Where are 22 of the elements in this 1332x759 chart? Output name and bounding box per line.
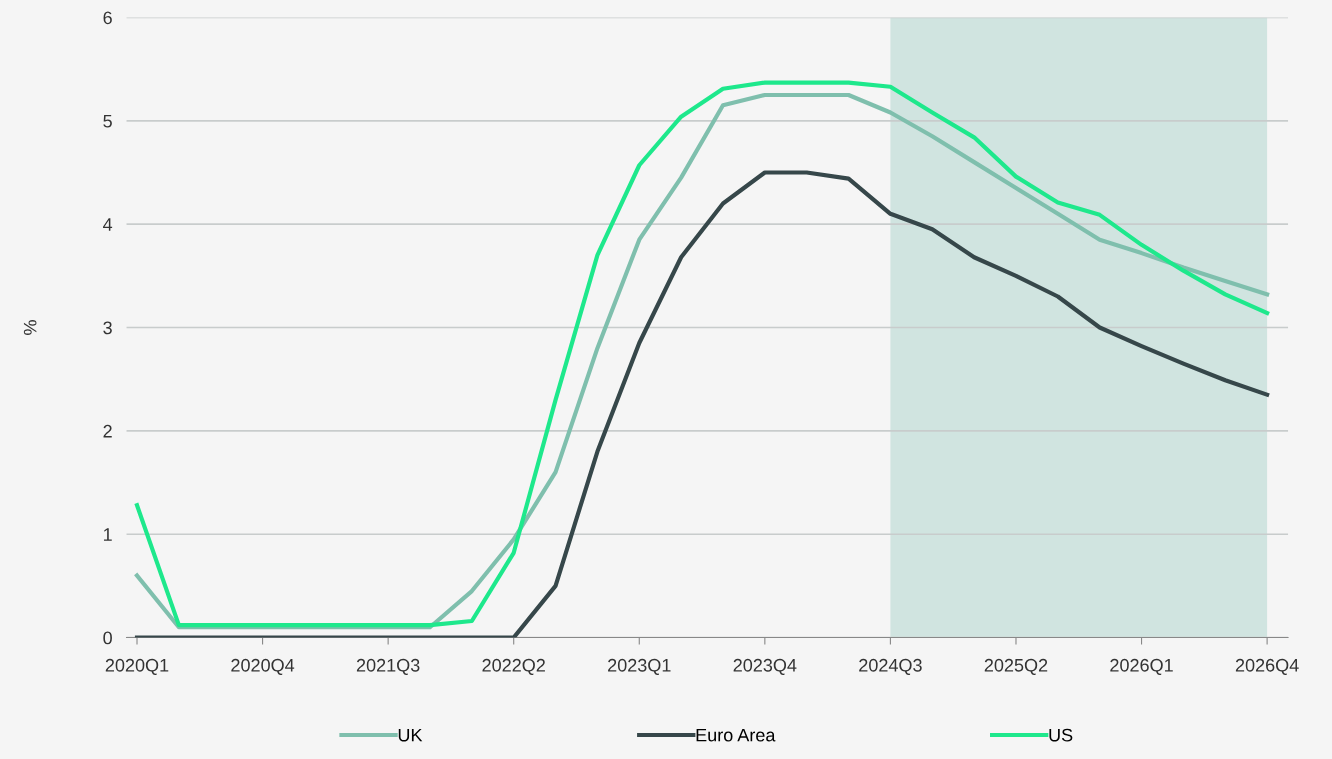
legend-label: Euro Area bbox=[696, 728, 776, 742]
x-tick-label: 2023Q4 bbox=[733, 658, 797, 675]
x-tick-label: 2025Q2 bbox=[984, 658, 1048, 675]
y-tick-label: 5 bbox=[103, 114, 112, 128]
y-tick-label: 1 bbox=[103, 528, 112, 541]
y-tick-label: 2 bbox=[103, 424, 112, 438]
x-tick-label: 2022Q2 bbox=[482, 658, 545, 675]
x-tick-label: 2020Q1 bbox=[105, 658, 169, 675]
y-axis-title: % bbox=[23, 320, 37, 335]
line-series bbox=[134, 170, 1270, 638]
x-tick-label: 2023Q1 bbox=[608, 658, 671, 675]
x-tick-label: 2026Q1 bbox=[1110, 658, 1173, 675]
y-tick-label: 6 bbox=[103, 11, 112, 25]
legend-label: UK bbox=[398, 728, 423, 742]
y-tick-label: 3 bbox=[103, 321, 112, 335]
legend-label: US bbox=[1049, 728, 1073, 742]
x-tick-label: 2024Q3 bbox=[859, 658, 922, 675]
y-tick-label: 0 bbox=[103, 631, 112, 645]
x-tick-label: 2020Q4 bbox=[231, 658, 295, 675]
x-tick-label: 2026Q4 bbox=[1235, 658, 1299, 675]
y-tick-label: 4 bbox=[103, 218, 113, 231]
x-tick-label: 2021Q3 bbox=[356, 658, 420, 675]
